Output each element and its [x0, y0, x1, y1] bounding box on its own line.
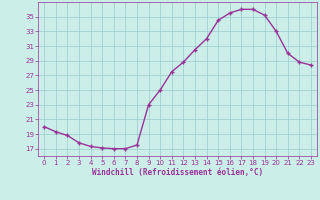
- X-axis label: Windchill (Refroidissement éolien,°C): Windchill (Refroidissement éolien,°C): [92, 168, 263, 177]
